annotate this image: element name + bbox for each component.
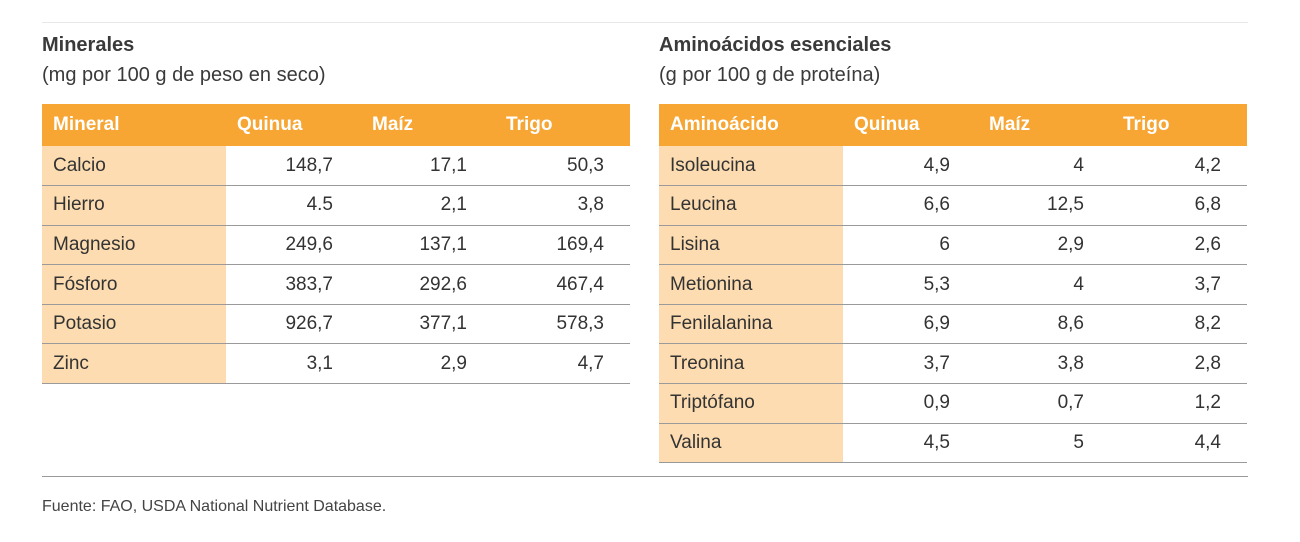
value-trigo: 50,3: [495, 146, 630, 187]
col-header-aminoacido: Aminoácido: [659, 104, 843, 146]
value-maiz: 377,1: [361, 304, 495, 345]
table-row: Leucina 6,6 12,5 6,8: [659, 185, 1247, 226]
table-row: Calcio 148,7 17,1 50,3: [42, 146, 630, 187]
minerals-title: Minerales: [42, 34, 135, 56]
value-maiz: 4: [978, 264, 1112, 305]
value-trigo: 4,2: [1112, 146, 1247, 187]
value-trigo: 8,2: [1112, 304, 1247, 345]
value-quinua: 6,9: [843, 304, 978, 345]
bottom-divider: [42, 476, 1248, 477]
value-maiz: 2,9: [361, 343, 495, 385]
table-row: Potasio 926,7 377,1 578,3: [42, 304, 630, 345]
value-maiz: 137,1: [361, 225, 495, 266]
table-row: Valina 4,5 5 4,4: [659, 423, 1247, 464]
row-name: Magnesio: [42, 225, 226, 266]
row-name: Triptófano: [659, 383, 843, 424]
value-maiz: 2,9: [978, 225, 1112, 266]
value-maiz: 5: [978, 423, 1112, 464]
value-quinua: 3,7: [843, 343, 978, 385]
value-trigo: 3,8: [495, 185, 630, 226]
minerals-header-row: Mineral Quinua Maíz Trigo: [42, 104, 630, 146]
value-trigo: 4,7: [495, 343, 630, 385]
col-header-mineral: Mineral: [42, 104, 226, 146]
row-name: Zinc: [42, 343, 226, 385]
value-quinua: 926,7: [226, 304, 361, 345]
top-divider: [42, 22, 1248, 23]
value-quinua: 4,5: [843, 423, 978, 464]
col-header-maiz: Maíz: [361, 104, 495, 146]
row-name: Fósforo: [42, 264, 226, 305]
value-maiz: 12,5: [978, 185, 1112, 226]
value-maiz: 2,1: [361, 185, 495, 226]
row-name: Lisina: [659, 225, 843, 266]
value-trigo: 6,8: [1112, 185, 1247, 226]
amino-acids-header-row: Aminoácido Quinua Maíz Trigo: [659, 104, 1247, 146]
value-trigo: 467,4: [495, 264, 630, 305]
amino-acids-table: Aminoácido Quinua Maíz Trigo Isoleucina …: [659, 104, 1247, 464]
row-name: Isoleucina: [659, 146, 843, 187]
value-quinua: 4,9: [843, 146, 978, 187]
table-row: Treonina 3,7 3,8 2,8: [659, 343, 1247, 385]
value-trigo: 578,3: [495, 304, 630, 345]
minerals-subtitle: (mg por 100 g de peso en seco): [42, 64, 326, 86]
value-maiz: 4: [978, 146, 1112, 187]
value-maiz: 3,8: [978, 343, 1112, 385]
table-row: Fósforo 383,7 292,6 467,4: [42, 264, 630, 305]
col-header-maiz: Maíz: [978, 104, 1112, 146]
col-header-quinua: Quinua: [843, 104, 978, 146]
value-quinua: 383,7: [226, 264, 361, 305]
value-trigo: 2,6: [1112, 225, 1247, 266]
value-quinua: 148,7: [226, 146, 361, 187]
table-row: Isoleucina 4,9 4 4,2: [659, 146, 1247, 187]
value-trigo: 1,2: [1112, 383, 1247, 424]
minerals-table: Mineral Quinua Maíz Trigo Calcio 148,7 1…: [42, 104, 630, 385]
amino-acids-subtitle: (g por 100 g de proteína): [659, 64, 881, 86]
value-trigo: 3,7: [1112, 264, 1247, 305]
row-name: Fenilalanina: [659, 304, 843, 345]
value-quinua: 4.5: [226, 185, 361, 226]
table-row: Metionina 5,3 4 3,7: [659, 264, 1247, 305]
value-trigo: 169,4: [495, 225, 630, 266]
table-row: Lisina 6 2,9 2,6: [659, 225, 1247, 266]
row-name: Metionina: [659, 264, 843, 305]
value-maiz: 0,7: [978, 383, 1112, 424]
row-name: Potasio: [42, 304, 226, 345]
row-name: Treonina: [659, 343, 843, 385]
value-trigo: 4,4: [1112, 423, 1247, 464]
value-quinua: 3,1: [226, 343, 361, 385]
value-maiz: 292,6: [361, 264, 495, 305]
row-name: Calcio: [42, 146, 226, 187]
table-row: Fenilalanina 6,9 8,6 8,2: [659, 304, 1247, 345]
amino-acids-panel: Aminoácidos esenciales (g por 100 g de p…: [659, 30, 1247, 464]
value-maiz: 8,6: [978, 304, 1112, 345]
value-quinua: 0,9: [843, 383, 978, 424]
source-note: Fuente: FAO, USDA National Nutrient Data…: [42, 498, 387, 515]
table-row: Magnesio 249,6 137,1 169,4: [42, 225, 630, 266]
value-trigo: 2,8: [1112, 343, 1247, 385]
value-quinua: 249,6: [226, 225, 361, 266]
table-row: Hierro 4.5 2,1 3,8: [42, 185, 630, 226]
row-name: Valina: [659, 423, 843, 464]
table-row: Zinc 3,1 2,9 4,7: [42, 343, 630, 385]
value-quinua: 6,6: [843, 185, 978, 226]
amino-acids-title: Aminoácidos esenciales: [659, 34, 892, 56]
col-header-quinua: Quinua: [226, 104, 361, 146]
value-quinua: 6: [843, 225, 978, 266]
row-name: Hierro: [42, 185, 226, 226]
value-maiz: 17,1: [361, 146, 495, 187]
value-quinua: 5,3: [843, 264, 978, 305]
minerals-panel: Minerales (mg por 100 g de peso en seco)…: [42, 30, 630, 385]
row-name: Leucina: [659, 185, 843, 226]
col-header-trigo: Trigo: [1112, 104, 1247, 146]
col-header-trigo: Trigo: [495, 104, 630, 146]
table-row: Triptófano 0,9 0,7 1,2: [659, 383, 1247, 424]
